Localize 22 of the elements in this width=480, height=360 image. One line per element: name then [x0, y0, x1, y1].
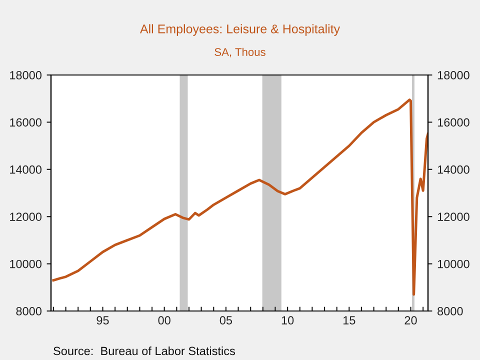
- y-tick-label: 18000: [10, 71, 42, 80]
- y2-tick-label: 14000: [438, 165, 470, 174]
- line-series: [52, 98, 428, 296]
- y-tick-label: 12000: [10, 212, 42, 221]
- y-tick-label: 8000: [16, 307, 42, 316]
- y-tick-label: 14000: [10, 165, 42, 174]
- chart-subtitle: SA, Thous: [214, 48, 266, 58]
- y2-tick-label: 18000: [438, 71, 470, 80]
- y2-tick-label: 10000: [438, 260, 470, 268]
- x-tick-label: 20: [404, 316, 417, 325]
- y-tick-label: 10000: [10, 260, 42, 268]
- x-tick-label: 15: [343, 316, 356, 325]
- x-tick-label: 00: [158, 316, 170, 325]
- y2-tick-label: 12000: [438, 212, 470, 221]
- source-note: Source: Bureau of Labor Statistics: [54, 346, 235, 356]
- x-tick-label: 95: [96, 316, 109, 325]
- chart-title: All Employees: Leisure & Hospitality: [140, 24, 340, 36]
- x-tick-label: 10: [282, 316, 294, 325]
- y2-tick-label: 16000: [438, 118, 470, 127]
- y2-tick-label: 8000: [438, 307, 463, 316]
- x-tick-label: 05: [220, 316, 232, 325]
- y-tick-label: 16000: [10, 118, 42, 127]
